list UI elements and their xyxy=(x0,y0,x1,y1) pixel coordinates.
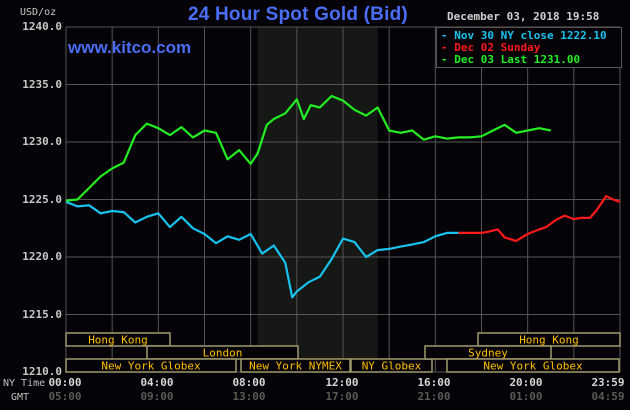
x-tick-ny: 00:00 xyxy=(48,376,82,389)
x-tick-gmt: 04:59 xyxy=(591,390,625,403)
x-tick-ny: 20:00 xyxy=(509,376,543,389)
y-tick-label: 1220.0 xyxy=(22,250,62,263)
session-bar xyxy=(350,358,433,373)
session-label: Hong Kong xyxy=(519,334,579,347)
y-tick-label: 1235.0 xyxy=(22,78,62,91)
legend: - Nov 30 NY close 1222.10 - Dec 02 Sunda… xyxy=(436,27,622,68)
session-label: New York Globex xyxy=(101,360,201,373)
session-bar xyxy=(240,358,351,373)
session-label: Sydney xyxy=(468,347,508,360)
session-bar xyxy=(65,332,171,347)
chart-title: 24 Hour Spot Gold (Bid) xyxy=(188,4,408,25)
session-label: New York NYMEX xyxy=(249,360,342,373)
x-tick-gmt: 01:00 xyxy=(509,390,543,403)
unit-label: USD/oz xyxy=(20,7,57,18)
y-tick-label: 1215.0 xyxy=(22,308,62,321)
x-tick-ny: 08:00 xyxy=(232,376,266,389)
x-tick-ny: 16:00 xyxy=(417,376,451,389)
legend-item-dec02: - Dec 02 Sunday xyxy=(441,41,541,54)
legend-item-dec03: - Dec 03 Last 1231.00 xyxy=(441,53,581,66)
session-label: Hong Kong xyxy=(88,334,148,347)
x-tick-ny: 12:00 xyxy=(325,376,359,389)
session-label: New York Globex xyxy=(483,360,583,373)
series-line xyxy=(65,200,459,299)
series-line xyxy=(65,94,552,202)
session-bar xyxy=(65,358,237,373)
y-tick-label: 1225.0 xyxy=(22,193,62,206)
x-tick-gmt: 21:00 xyxy=(417,390,451,403)
price-lines xyxy=(65,94,621,299)
x-tick-ny: 04:00 xyxy=(140,376,174,389)
x-tick-gmt: 13:00 xyxy=(232,390,266,403)
session-bar xyxy=(446,358,620,373)
x-tick-ny: 23:59 xyxy=(591,376,625,389)
x-tick-gmt: 17:00 xyxy=(325,390,359,403)
ny-time-label: NY Time xyxy=(3,378,46,389)
session-label: NY Globex xyxy=(362,360,422,373)
y-tick-label: 1230.0 xyxy=(22,135,62,148)
session-label: London xyxy=(203,347,243,360)
x-tick-gmt: 05:00 xyxy=(48,390,82,403)
series-line xyxy=(458,195,621,242)
gmt-label: GMT xyxy=(11,392,30,403)
x-tick-gmt: 09:00 xyxy=(140,390,174,403)
timestamp: December 03, 2018 19:58 xyxy=(447,10,600,23)
website-link[interactable]: www.kitco.com xyxy=(68,38,192,57)
grid-lines xyxy=(65,26,621,373)
y-tick-label: 1210.0 xyxy=(22,365,62,378)
y-tick-label: 1240.0 xyxy=(22,20,62,33)
legend-item-nov30: - Nov 30 NY close 1222.10 xyxy=(441,29,607,42)
